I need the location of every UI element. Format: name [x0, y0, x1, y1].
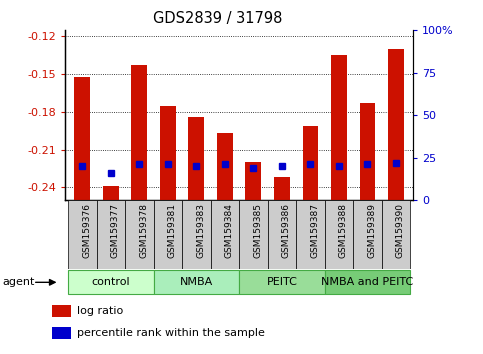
- Bar: [103, 186, 119, 200]
- Text: GSM159386: GSM159386: [282, 204, 291, 258]
- Bar: [52, 305, 71, 316]
- Bar: [154, 270, 239, 294]
- Text: NMBA and PEITC: NMBA and PEITC: [321, 277, 413, 287]
- Bar: [217, 133, 233, 200]
- Text: log ratio: log ratio: [77, 306, 124, 316]
- Text: GSM159383: GSM159383: [196, 204, 205, 258]
- Text: GSM159384: GSM159384: [225, 204, 234, 258]
- Text: GSM159385: GSM159385: [254, 204, 262, 258]
- Text: GSM159377: GSM159377: [111, 204, 120, 258]
- Text: agent: agent: [2, 277, 35, 287]
- Bar: [268, 200, 296, 269]
- Bar: [239, 270, 325, 294]
- Bar: [97, 200, 125, 269]
- Bar: [68, 270, 154, 294]
- Text: GSM159387: GSM159387: [311, 204, 319, 258]
- Bar: [388, 49, 404, 200]
- Bar: [125, 200, 154, 269]
- Text: GSM159381: GSM159381: [168, 204, 177, 258]
- Text: GSM159390: GSM159390: [396, 204, 405, 258]
- Bar: [331, 55, 347, 200]
- Text: GDS2839 / 31798: GDS2839 / 31798: [153, 11, 282, 25]
- Bar: [302, 126, 318, 200]
- Text: percentile rank within the sample: percentile rank within the sample: [77, 328, 265, 338]
- Bar: [359, 103, 375, 200]
- Bar: [154, 200, 182, 269]
- Text: control: control: [91, 277, 130, 287]
- Bar: [52, 327, 71, 339]
- Bar: [211, 200, 239, 269]
- Bar: [325, 270, 410, 294]
- Bar: [160, 105, 176, 200]
- Text: PEITC: PEITC: [267, 277, 297, 287]
- Bar: [296, 200, 325, 269]
- Text: GSM159388: GSM159388: [339, 204, 348, 258]
- Bar: [274, 177, 290, 200]
- Bar: [182, 200, 211, 269]
- Bar: [131, 65, 147, 200]
- Text: NMBA: NMBA: [180, 277, 213, 287]
- Bar: [325, 200, 353, 269]
- Bar: [382, 200, 410, 269]
- Bar: [239, 200, 268, 269]
- Text: GSM159376: GSM159376: [82, 204, 91, 258]
- Bar: [74, 77, 90, 200]
- Bar: [188, 117, 204, 200]
- Bar: [353, 200, 382, 269]
- Text: GSM159389: GSM159389: [368, 204, 376, 258]
- Bar: [68, 200, 97, 269]
- Bar: [245, 162, 261, 200]
- Text: GSM159378: GSM159378: [139, 204, 148, 258]
